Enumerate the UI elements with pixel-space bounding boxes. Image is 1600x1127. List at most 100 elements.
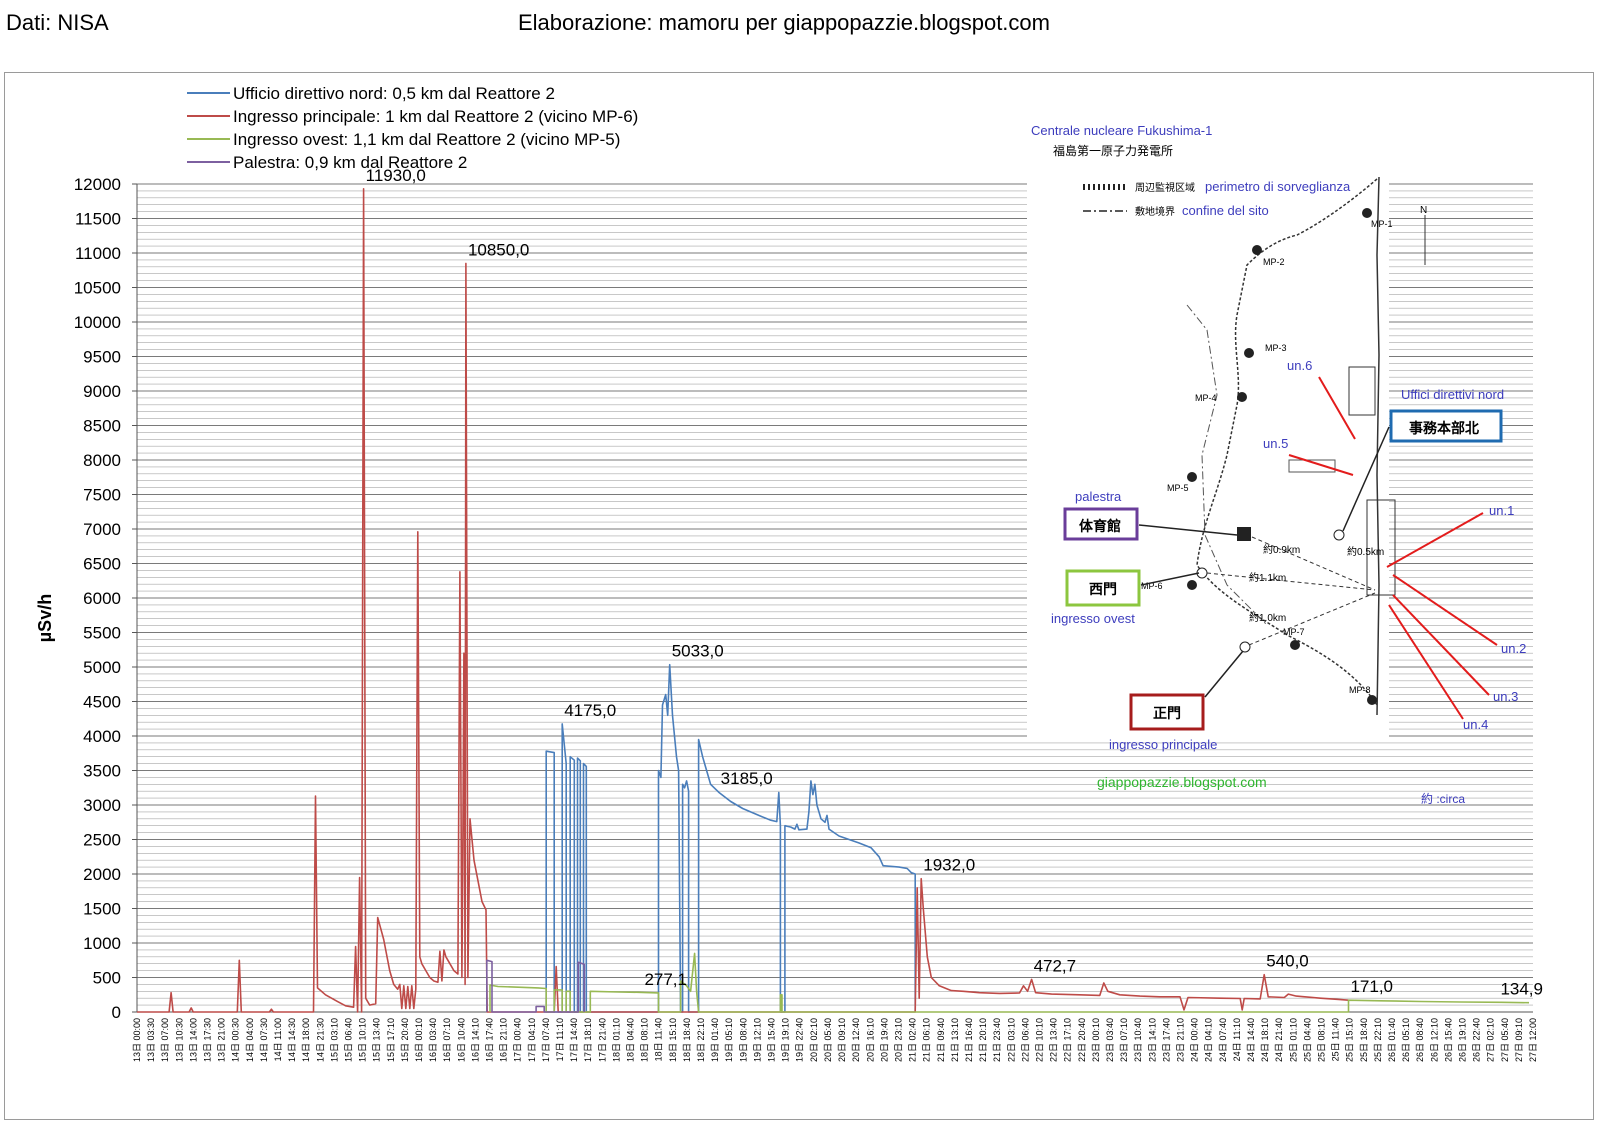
mp-label: MP-3 [1265,343,1287,353]
site-perimeter [1196,178,1378,706]
y-tick-label: 1500 [83,900,121,919]
x-tick-label: 18日 04:40 [626,1018,636,1062]
x-tick-label: 24日 14:40 [1246,1018,1256,1062]
unit-label: un.3 [1493,689,1518,704]
x-tick-label: 23日 00:10 [1091,1018,1101,1062]
x-tick-label: 26日 05:10 [1401,1018,1411,1062]
svg-text:perimetro di sorveglianza: perimetro di sorveglianza [1205,179,1351,194]
unit-arrow [1392,574,1498,646]
unit-label: un.5 [1263,436,1288,451]
x-tick-label: 19日 12:10 [752,1018,762,1062]
legend-entry: Ingresso ovest: 1,1 km dal Reattore 2 (v… [233,130,620,149]
mp-point [1244,348,1254,358]
x-tick-label: 22日 20:40 [1077,1018,1087,1062]
svg-text:周辺監視区域: 周辺監視区域 [1135,181,1195,194]
x-tick-label: 20日 19:40 [879,1018,889,1062]
principale-caption: ingresso principale [1109,737,1217,752]
ovest-label: 西門 [1089,581,1117,597]
x-tick-label: 18日 22:10 [696,1018,706,1062]
x-tick-label: 19日 01:40 [710,1018,720,1062]
series-line-3 [486,959,586,1013]
mp-point [1252,245,1262,255]
y-tick-label: 3500 [83,762,121,781]
svg-text:confine del sito: confine del sito [1182,203,1269,218]
x-tick-label: 14日 04:00 [245,1018,255,1062]
x-tick-label: 26日 19:10 [1457,1018,1467,1062]
x-tick-label: 24日 18:10 [1260,1018,1270,1062]
unit-arrow [1318,376,1356,440]
y-tick-label: 10000 [74,313,121,332]
distance-label: 約1.1km [1249,571,1286,584]
y-tick-label: 9500 [83,348,121,367]
mp-point [1290,640,1300,650]
x-tick-label: 23日 03:40 [1105,1018,1115,1062]
data-label: 4175,0 [564,701,616,720]
y-tick-labels: 0 500 1000 1500 2000 2500 3000 3500 4000 4500 5000… [74,175,137,1022]
distance-label: 約0.9km [1263,543,1300,556]
chart-frame: 0 500 1000 1500 2000 2500 3000 3500 4000 4500 5000… [4,72,1594,1120]
x-tick-label: 24日 00:40 [1190,1018,1200,1062]
palestra-building-icon [1237,527,1251,541]
map-legend-perimeter: 周辺監視区域 perimetro di sorveglianza [1083,179,1351,194]
ovest-arrow [1140,572,1200,586]
x-tick-label: 13日 10:30 [174,1018,184,1062]
legend-entry: Ingresso principale: 1 km dal Reattore 2… [233,107,638,126]
mp-label: MP-7 [1283,627,1305,637]
x-tick-label: 24日 11:10 [1232,1018,1242,1061]
x-tick-label: 17日 18:10 [583,1018,593,1062]
mp-label: MP-1 [1371,219,1393,229]
x-tick-label: 14日 07:30 [259,1018,269,1062]
x-tick-label: 19日 15:40 [767,1018,777,1062]
x-tick-label: 16日 21:10 [499,1018,509,1062]
map-title-italian: Centrale nucleare Fukushima-1 [1031,123,1212,138]
palestra-box [1063,507,1139,541]
data-label: 3185,0 [721,769,773,788]
x-tick-label: 14日 21:30 [315,1018,325,1062]
x-tick-label: 14日 00:30 [231,1018,241,1062]
data-source-label: Dati: NISA [6,10,109,35]
y-tick-label: 3000 [83,796,121,815]
y-tick-label: 5000 [83,658,121,677]
x-tick-label: 21日 09:40 [936,1018,946,1062]
unit-label: un.2 [1501,641,1526,656]
mp-label: MP-6 [1141,581,1163,591]
y-tick-label: 8000 [83,451,121,470]
distance-label: 約1.0km [1249,611,1286,624]
x-tick-label: 24日 04:10 [1204,1018,1214,1062]
map-site-watermark: giappopazzie.blogspot.com [1097,774,1267,790]
x-tick-label: 20日 02:10 [809,1018,819,1062]
y-axis-label: µSv/h [35,594,55,642]
y-tick-label: 1000 [83,934,121,953]
y-tick-label: 2000 [83,865,121,884]
x-tick-label: 20日 12:40 [851,1018,861,1062]
data-label: 1932,0 [923,856,975,875]
x-tick-label: 15日 20:40 [400,1018,410,1062]
map-title-japanese: 福島第一原子力発電所 [1053,143,1173,158]
x-tick-labels: 13日 00:00 13日 03:30 13日 07:00 13日 10:30 13日 … [132,1018,1538,1062]
data-label: 11930,0 [366,166,426,185]
nord-arrow [1342,426,1390,532]
x-tick-label: 18日 01:10 [611,1018,621,1062]
x-tick-label: 14日 18:00 [301,1018,311,1062]
x-tick-label: 18日 08:10 [640,1018,650,1062]
x-tick-label: 25日 15:10 [1345,1018,1355,1062]
legend: Ufficio direttivo nord: 0,5 km dal Reatt… [187,84,638,172]
unit-arrow [1288,454,1354,476]
x-tick-label: 17日 04:10 [527,1018,537,1062]
ovest-caption: ingresso ovest [1051,611,1135,626]
data-label: 540,0 [1266,952,1309,971]
x-tick-label: 25日 22:10 [1373,1018,1383,1062]
x-tick-label: 13日 21:00 [217,1018,227,1062]
x-tick-label: 18日 18:40 [682,1018,692,1062]
x-tick-label: 18日 11:40 [654,1018,664,1061]
x-tick-label: 26日 15:40 [1443,1018,1453,1062]
x-tick-label: 16日 17:40 [485,1018,495,1062]
series-lines [137,188,1530,1013]
ovest-box [1065,569,1141,607]
x-tick-label: 27日 12:00 [1528,1018,1538,1062]
principale-arrow [1204,650,1244,698]
x-tick-label: 13日 03:30 [146,1018,156,1062]
x-tick-label: 23日 07:10 [1119,1018,1129,1062]
x-tick-label: 17日 14:40 [569,1018,579,1062]
mp-point [1187,580,1197,590]
